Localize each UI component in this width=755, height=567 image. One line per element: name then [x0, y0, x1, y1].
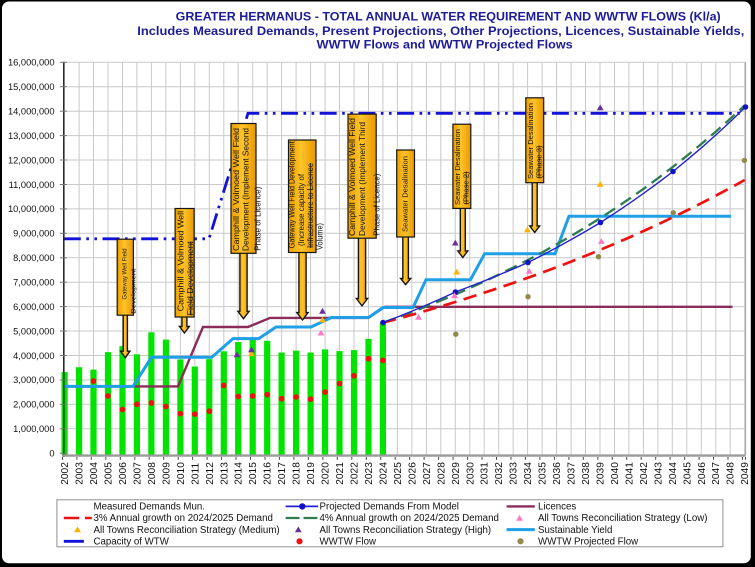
- svg-text:2032: 2032: [494, 462, 505, 485]
- svg-text:Gateway Well Field: Gateway Well Field: [122, 248, 129, 299]
- svg-text:14,000,000: 14,000,000: [8, 107, 55, 117]
- svg-text:2014: 2014: [234, 462, 245, 485]
- svg-text:2022: 2022: [350, 462, 361, 485]
- svg-text:8,000,000: 8,000,000: [13, 253, 54, 263]
- svg-text:2039: 2039: [596, 462, 607, 485]
- svg-text:Camphill & Volmoed Well Field: Camphill & Volmoed Well Field: [232, 128, 241, 251]
- svg-text:2029: 2029: [451, 462, 462, 485]
- svg-text:Projected Demands From Model: Projected Demands From Model: [320, 502, 459, 513]
- svg-text:Development (Implement Second: Development (Implement Second: [241, 128, 250, 251]
- svg-text:2025: 2025: [393, 462, 404, 485]
- svg-text:4% Annual growth on 2024/2025: 4% Annual growth on 2024/2025 Demand: [320, 513, 499, 524]
- svg-text:2,000,000: 2,000,000: [13, 400, 54, 410]
- svg-text:2040: 2040: [610, 462, 621, 485]
- svg-text:16,000,000: 16,000,000: [8, 58, 55, 68]
- svg-text:(Phase 2): (Phase 2): [462, 172, 471, 205]
- svg-text:2026: 2026: [407, 462, 418, 485]
- svg-text:13,000,000: 13,000,000: [8, 131, 55, 141]
- svg-text:2023: 2023: [364, 462, 375, 485]
- svg-text:2045: 2045: [682, 462, 693, 485]
- svg-text:Volume): Volume): [315, 223, 324, 250]
- svg-text:2038: 2038: [581, 462, 592, 485]
- svg-text:Camphill & Volmoed Well: Camphill & Volmoed Well: [176, 211, 185, 312]
- svg-text:2006: 2006: [118, 462, 129, 485]
- svg-text:WWTW Flows and WWTW Projected: WWTW Flows and WWTW Projected Flows: [317, 37, 573, 51]
- svg-text:Gateway Well Field Development: Gateway Well Field Development: [288, 141, 297, 249]
- svg-text:15,000,000: 15,000,000: [8, 82, 55, 92]
- svg-text:1,000,000: 1,000,000: [13, 424, 54, 434]
- svg-text:Includes Measured Demands, Pre: Includes Measured Demands, Present Proje…: [137, 24, 744, 38]
- svg-text:Measured Demands Mun.: Measured Demands Mun.: [94, 502, 205, 513]
- svg-text:10,000,000: 10,000,000: [8, 204, 55, 214]
- svg-text:2033: 2033: [509, 462, 520, 485]
- svg-text:2037: 2037: [567, 462, 578, 485]
- svg-text:12,000,000: 12,000,000: [8, 155, 55, 165]
- svg-text:2044: 2044: [668, 462, 679, 485]
- svg-text:Seawater Desalination: Seawater Desalination: [453, 129, 462, 205]
- svg-text:2012: 2012: [205, 462, 216, 485]
- svg-text:Capacity of WTW: Capacity of WTW: [94, 537, 170, 548]
- svg-text:2003: 2003: [75, 462, 86, 485]
- svg-text:2031: 2031: [480, 462, 491, 485]
- svg-text:2009: 2009: [161, 462, 172, 485]
- svg-text:Sustainable Yield: Sustainable Yield: [538, 525, 612, 536]
- svg-text:2004: 2004: [89, 462, 100, 485]
- svg-text:2015: 2015: [248, 462, 259, 485]
- svg-text:2019: 2019: [306, 462, 317, 485]
- svg-text:2013: 2013: [219, 462, 230, 485]
- svg-text:Phase of Licence): Phase of Licence): [373, 173, 382, 235]
- svg-text:2036: 2036: [552, 462, 563, 485]
- svg-text:2030: 2030: [465, 462, 476, 485]
- svg-text:7,000,000: 7,000,000: [13, 278, 54, 288]
- svg-text:3% Annual growth on 2024/2025: 3% Annual growth on 2024/2025 Demand: [94, 513, 273, 524]
- svg-text:Field Development: Field Development: [186, 241, 195, 316]
- svg-text:9,000,000: 9,000,000: [13, 229, 54, 239]
- svg-text:2018: 2018: [292, 462, 303, 485]
- svg-text:2017: 2017: [277, 462, 288, 485]
- svg-text:2041: 2041: [624, 462, 635, 485]
- svg-text:GREATER HERMANUS - TOTAL ANNUA: GREATER HERMANUS - TOTAL ANNUAL WATER RE…: [176, 10, 721, 24]
- svg-text:2046: 2046: [697, 462, 708, 485]
- svg-text:(Increase capacity of: (Increase capacity of: [297, 173, 306, 246]
- svg-text:2008: 2008: [147, 462, 158, 485]
- svg-text:All Towns Reconciliation Strat: All Towns Reconciliation Strategy (Mediu…: [94, 525, 280, 536]
- svg-text:Seawater Desalination: Seawater Desalination: [526, 103, 535, 179]
- svg-text:2020: 2020: [321, 462, 332, 485]
- svg-text:2027: 2027: [422, 462, 433, 485]
- svg-text:5,000,000: 5,000,000: [13, 326, 54, 336]
- svg-text:All Towns Reconciliation Strat: All Towns Reconciliation Strategy (Low): [538, 513, 707, 524]
- svg-text:2034: 2034: [523, 462, 534, 485]
- svg-text:11,000,000: 11,000,000: [9, 180, 55, 190]
- svg-text:WWTW Projected Flow: WWTW Projected Flow: [538, 537, 639, 548]
- svg-text:All Towns Reconciliation Strat: All Towns Reconciliation Strategy (High): [320, 525, 492, 536]
- svg-text:2028: 2028: [436, 462, 447, 485]
- svg-text:Camphill & Volmoed Well Field: Camphill & Volmoed Well Field: [348, 118, 357, 236]
- svg-text:2048: 2048: [726, 462, 737, 485]
- svg-text:Development (Implement Third: Development (Implement Third: [358, 122, 367, 236]
- svg-text:2035: 2035: [538, 462, 549, 485]
- svg-text:WWTW Flow: WWTW Flow: [320, 537, 377, 548]
- svg-text:0: 0: [49, 449, 54, 459]
- svg-text:6,000,000: 6,000,000: [13, 302, 54, 312]
- svg-text:2011: 2011: [190, 463, 201, 485]
- svg-text:4,000,000: 4,000,000: [13, 351, 54, 361]
- svg-text:Infrastructure to Licence: Infrastructure to Licence: [306, 163, 315, 248]
- svg-text:2010: 2010: [176, 462, 187, 485]
- svg-text:2043: 2043: [653, 462, 664, 485]
- svg-text:2005: 2005: [104, 462, 115, 485]
- svg-text:2047: 2047: [711, 462, 722, 485]
- svg-text:Phase of Licence): Phase of Licence): [254, 186, 263, 250]
- svg-text:2021: 2021: [335, 462, 346, 485]
- svg-text:2042: 2042: [639, 462, 650, 485]
- svg-text:2016: 2016: [263, 462, 274, 485]
- svg-text:Licences: Licences: [538, 502, 576, 513]
- svg-text:2007: 2007: [132, 462, 143, 485]
- svg-text:2002: 2002: [60, 462, 71, 485]
- svg-text:2049: 2049: [740, 462, 751, 485]
- svg-text:Seawater Desalination: Seawater Desalination: [401, 156, 410, 232]
- svg-text:2024: 2024: [378, 462, 389, 485]
- svg-text:(Phase 3): (Phase 3): [534, 146, 543, 179]
- svg-text:Development: Development: [131, 269, 138, 314]
- svg-text:3,000,000: 3,000,000: [13, 375, 54, 385]
